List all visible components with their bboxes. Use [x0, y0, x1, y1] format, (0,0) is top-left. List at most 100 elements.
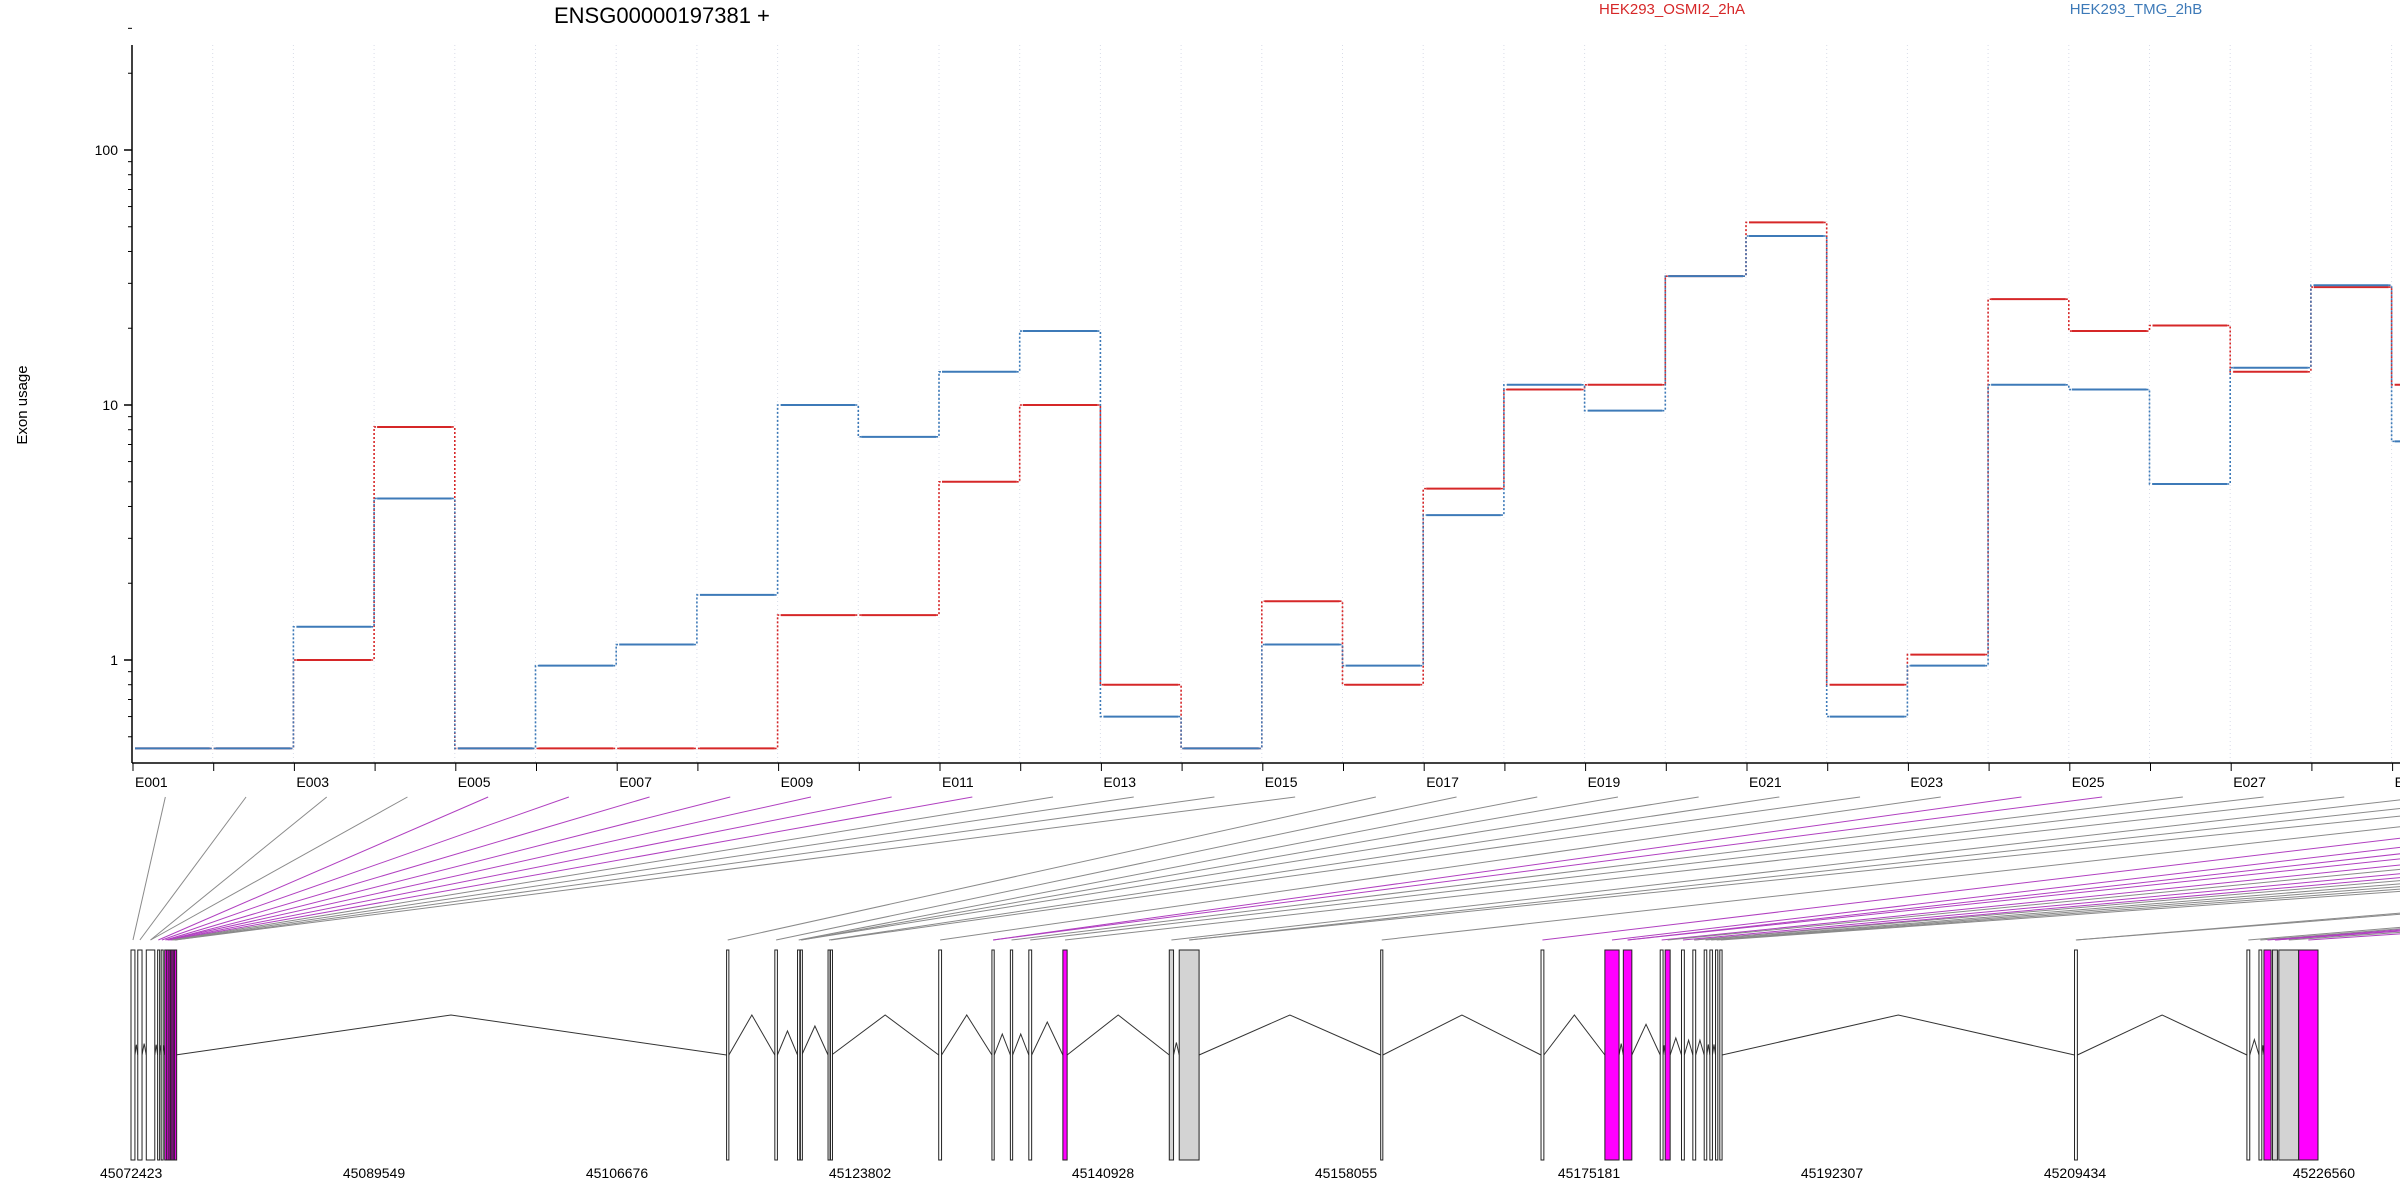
- intron-line: [1382, 1014, 1542, 1056]
- exon-box: [2298, 949, 2319, 1161]
- series-1-transition: [1097, 404, 1104, 686]
- exon-box: [1664, 949, 1671, 1161]
- genomic-tick-label: 45072423: [100, 1165, 163, 1181]
- intron-line: [1669, 1036, 1682, 1056]
- series-2-transition: [532, 664, 539, 750]
- series-2-transition: [936, 370, 942, 438]
- exon-connector: [1682, 873, 2400, 941]
- y-tick-label: 100: [95, 142, 119, 158]
- exon-box: [774, 949, 778, 1161]
- intron-line: [2077, 1014, 2248, 1056]
- exon-connector: [727, 796, 1376, 941]
- genomic-tick-label: 45226560: [2293, 1165, 2356, 1181]
- intron-line: [175, 1014, 727, 1056]
- exon-connector: [801, 796, 1619, 941]
- exon-connector: [1064, 796, 2345, 941]
- series-2-transition: [1985, 384, 1992, 667]
- exon-connector: [2308, 933, 2400, 941]
- intron-line: [1031, 1020, 1064, 1056]
- exon-connector: [1011, 796, 2183, 941]
- exon-connector: [1542, 837, 2400, 941]
- x-tick-label: E027: [2233, 774, 2266, 790]
- series-2-transition: [1743, 235, 1749, 277]
- exon-box: [1659, 949, 1664, 1161]
- exon-box: [160, 949, 164, 1161]
- series-2-transition: [1581, 384, 1588, 412]
- exon-connector: [940, 796, 1941, 941]
- series-1-transition: [1823, 221, 1830, 686]
- series-2-transition: [1662, 275, 1669, 412]
- x-tick-label: E007: [619, 774, 652, 790]
- exon-connector: [992, 796, 2022, 941]
- exon-box: [1604, 949, 1620, 1161]
- exon-connector: [174, 796, 1296, 941]
- exon-box: [1009, 949, 1014, 1161]
- exon-box: [1715, 949, 1719, 1161]
- exon-connector: [2075, 913, 2400, 941]
- exon-connector: [172, 796, 1054, 941]
- genomic-tick-label: 45158055: [1315, 1165, 1378, 1181]
- x-tick-label: E019: [1588, 774, 1621, 790]
- x-tick-label: E003: [296, 774, 329, 790]
- exon-box: [799, 949, 803, 1161]
- exon-connector: [1189, 815, 2400, 941]
- exon-connector: [1627, 853, 2400, 941]
- intron-line: [1721, 1014, 2075, 1056]
- series-1-transition: [2227, 324, 2234, 373]
- chart-title: ENSG00000197381 +: [554, 3, 770, 28]
- exon-box: [2246, 949, 2251, 1161]
- series-2-transition: [2146, 388, 2153, 485]
- series-2-transition: [1016, 330, 1023, 373]
- gene-model: 45072423 45089549 45106676 45123802 45140928…: [100, 949, 2356, 1181]
- genomic-tick-label: 45209434: [2044, 1165, 2107, 1181]
- series-1: [135, 221, 2400, 750]
- exon-box: [130, 949, 136, 1161]
- exon-connector: [158, 796, 489, 941]
- intron-line: [941, 1014, 993, 1056]
- exon-box: [1719, 949, 1723, 1161]
- genomic-tick-label: 45175181: [1558, 1165, 1621, 1181]
- legend-series-1: HEK293_OSMI2_2hA: [1599, 1, 1745, 18]
- series-lines: [135, 221, 2400, 750]
- series-2-transition: [774, 404, 781, 596]
- intron-line: [801, 1024, 829, 1056]
- series-1-transition: [1339, 600, 1346, 686]
- series-2-transition: [1500, 384, 1507, 516]
- exon-box: [1028, 949, 1033, 1161]
- exon-box: [2278, 949, 2300, 1161]
- exon-connector: [1611, 846, 2400, 941]
- intron-line: [1618, 1043, 1624, 1056]
- series-2-transition: [693, 594, 700, 646]
- exon-connector: [167, 796, 812, 941]
- exon-box: [1703, 949, 1708, 1161]
- exon-box: [829, 949, 833, 1161]
- x-tick-label: E029: [2395, 774, 2400, 790]
- exon-box: [2258, 949, 2263, 1161]
- exon-connector: [1694, 880, 2400, 941]
- intron-line: [1198, 1014, 1381, 1056]
- exon-box: [938, 949, 943, 1161]
- intron-line: [776, 1029, 799, 1056]
- exon-connector: [2075, 912, 2400, 941]
- series-2-transition: [1097, 330, 1104, 718]
- series-1-transition: [2388, 286, 2395, 386]
- exon-connector: [798, 796, 1538, 941]
- series-2-transition: [2307, 284, 2314, 369]
- intron-line: [1695, 1038, 1705, 1056]
- x-tick-label: E025: [2072, 774, 2105, 790]
- exon-connector: [1171, 799, 2400, 941]
- intron-line: [2249, 1037, 2260, 1056]
- y-tick-label: 10: [102, 397, 118, 413]
- exon-box: [1692, 949, 1697, 1161]
- intron-line: [1706, 1044, 1711, 1056]
- exon-box: [137, 949, 143, 1161]
- exon-connector: [169, 796, 892, 941]
- exon-box: [1680, 949, 1685, 1161]
- exon-box: [797, 949, 801, 1161]
- series-1-transition: [1662, 275, 1669, 386]
- intron-line: [1711, 1044, 1717, 1056]
- x-tick-label: E005: [458, 774, 491, 790]
- exon-box: [1178, 949, 1200, 1161]
- series-1-transition: [2146, 324, 2153, 332]
